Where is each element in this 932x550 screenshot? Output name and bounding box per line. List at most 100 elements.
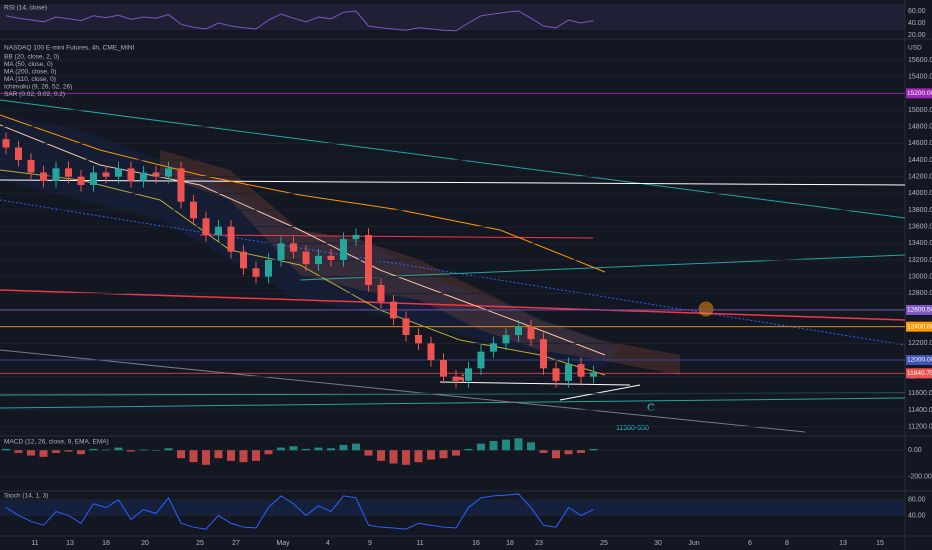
candle-body xyxy=(127,168,135,181)
rsi-line xyxy=(5,10,594,32)
y-tick-label: 11400.00 xyxy=(908,407,932,414)
macd-bar xyxy=(264,450,273,455)
x-tick-label: 11 xyxy=(31,540,38,547)
candle-body xyxy=(465,368,472,381)
candle-body xyxy=(515,326,522,335)
macd-bar xyxy=(52,450,60,453)
macd-bar xyxy=(214,450,223,459)
x-tick-label: 13 xyxy=(839,540,847,547)
indicator-legend: BB (20, close, 2, 0) xyxy=(4,54,59,61)
macd-bar xyxy=(302,448,310,451)
macd-bar xyxy=(564,450,573,455)
y-tick-label: 0.00 xyxy=(908,447,922,454)
y-tick-label: 11200.00 xyxy=(908,424,932,431)
macd-bar xyxy=(189,450,198,463)
x-tick-label: 11 xyxy=(416,540,423,547)
candle-body xyxy=(252,268,260,277)
y-tick-label: -200.00 xyxy=(908,474,932,481)
candle-body xyxy=(577,364,585,377)
macd-bar xyxy=(464,448,473,451)
y-tick-label: 15400.00 xyxy=(908,74,932,81)
macd-bar xyxy=(514,438,523,451)
y-tick-label: 12200.00 xyxy=(908,340,932,347)
candle-body xyxy=(452,376,460,381)
candle-body xyxy=(115,168,122,177)
target-label: 11500-550 xyxy=(616,425,649,432)
price-tag-label: 12600.50 xyxy=(907,307,932,314)
candle-body xyxy=(290,243,297,252)
bollinger-band xyxy=(0,115,620,370)
macd-bar xyxy=(202,450,210,465)
x-tick-label: 8 xyxy=(785,540,789,547)
candle-body xyxy=(440,360,447,377)
macd-bar xyxy=(39,450,48,457)
candle-body xyxy=(202,218,210,235)
macd-bar xyxy=(577,450,585,453)
price-tag-label: 15200.00 xyxy=(907,90,932,97)
candle-body xyxy=(327,255,335,260)
candle-body xyxy=(340,239,347,260)
macd-bar xyxy=(439,450,448,459)
macd-bar xyxy=(2,448,10,451)
x-tick-label: 9 xyxy=(368,540,372,547)
candle-body xyxy=(502,335,510,344)
y-tick-label: 12800.00 xyxy=(908,290,932,297)
macd-bar xyxy=(227,450,235,461)
macd-bar xyxy=(377,450,385,461)
macd-bar xyxy=(527,442,535,451)
macd-bar xyxy=(277,447,285,451)
candle-body xyxy=(352,235,360,240)
y-tick-label: 13200.00 xyxy=(908,257,932,264)
macd-bar xyxy=(489,440,498,451)
indicator-legend: MA (50, close, 0) xyxy=(4,61,53,68)
candle-body xyxy=(227,226,235,252)
candle-body xyxy=(315,255,322,265)
candle-body xyxy=(302,251,310,265)
candle-body xyxy=(140,172,147,181)
x-tick-label: 18 xyxy=(506,540,514,547)
candle-body xyxy=(565,364,572,381)
indicator-legend: SAR (0.02, 0.02, 0.2) xyxy=(4,91,65,98)
y-tick-label: 14400.00 xyxy=(908,157,932,164)
x-tick-label: 6 xyxy=(748,540,752,547)
y-tick-label: 60.00 xyxy=(908,8,926,15)
stoch-legend: Stoch (14, 1, 3) xyxy=(4,493,48,500)
macd-bar xyxy=(352,443,360,451)
candle-body xyxy=(52,168,60,181)
macd-bar xyxy=(589,448,598,451)
y-tick-label: 20.00 xyxy=(908,32,926,39)
macd-bar xyxy=(414,450,423,463)
x-tick-label: 25 xyxy=(196,540,204,547)
wave-label: C xyxy=(647,402,655,414)
candle-body xyxy=(102,172,110,177)
rsi-legend: RSI (14, close) xyxy=(4,5,47,12)
main-title: NASDAQ 100 E-mini Futures, 4h, CME_MINI xyxy=(4,45,135,52)
price-tag xyxy=(906,321,932,332)
candle-body xyxy=(265,260,272,277)
candle-body xyxy=(90,172,97,185)
macd-bar xyxy=(427,450,435,460)
price-tag-label: 12400.00 xyxy=(907,323,932,330)
y-tick-label: 13800.00 xyxy=(908,207,932,214)
macd-bar xyxy=(552,450,560,459)
macd-bar xyxy=(339,444,348,451)
candle-body xyxy=(552,368,560,381)
candle-body xyxy=(490,343,497,352)
candle-body xyxy=(190,201,197,219)
y-tick-label: 14800.00 xyxy=(908,124,932,131)
macd-bar xyxy=(502,439,510,451)
macd-bar xyxy=(539,450,548,453)
price-tag xyxy=(906,355,932,365)
candle-body xyxy=(277,243,285,260)
candle-body xyxy=(427,343,435,360)
arrow-marker xyxy=(457,374,464,382)
candle-body xyxy=(365,235,372,285)
rsi-band xyxy=(0,4,905,30)
macd-bar xyxy=(364,450,373,456)
x-tick-label: 30 xyxy=(654,540,662,547)
candle-body xyxy=(590,372,597,377)
candle-body xyxy=(152,172,160,177)
price-tag-label: 12000.00 xyxy=(907,357,932,364)
indicator-legend: MA (110, close, 0) xyxy=(4,76,56,83)
